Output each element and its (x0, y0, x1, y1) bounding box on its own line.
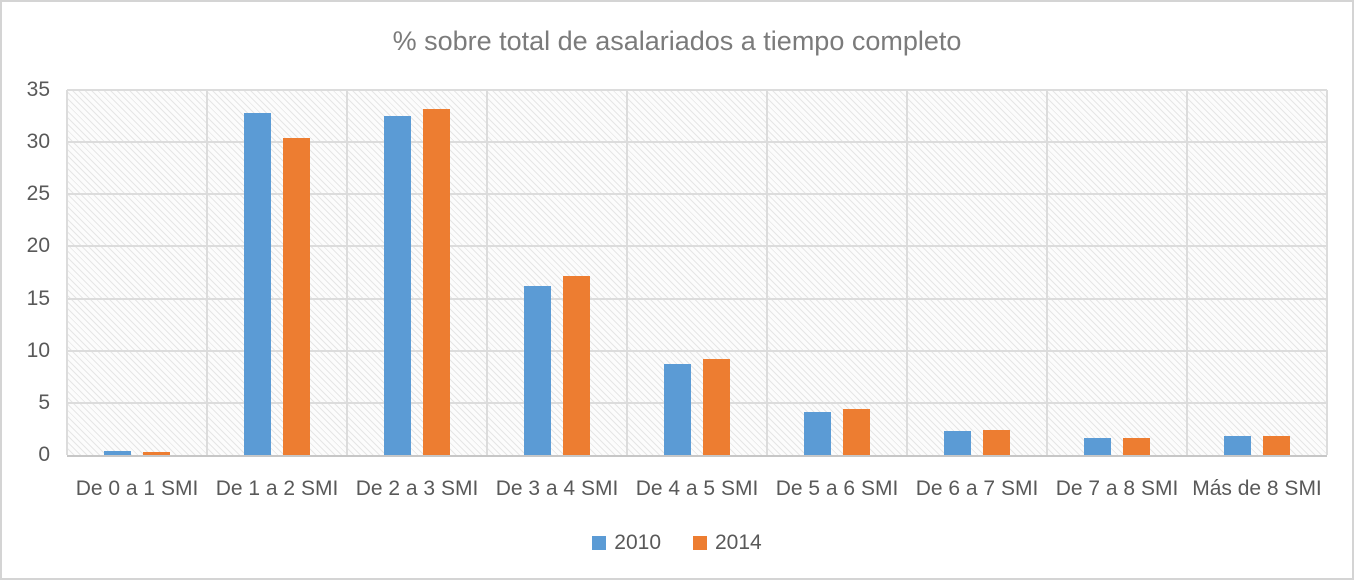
gridline-vertical (906, 90, 908, 455)
x-axis-line (67, 455, 1327, 457)
x-category-label: De 4 a 5 SMI (635, 477, 759, 500)
y-tick-label: 35 (26, 78, 50, 101)
gridline-horizontal (67, 193, 1327, 196)
bar-2014 (843, 409, 870, 455)
bar-2010 (1224, 436, 1251, 455)
bar-2010 (944, 431, 971, 455)
gridline-horizontal (67, 349, 1327, 352)
gridline-vertical (626, 90, 628, 455)
y-tick-label: 20 (26, 234, 50, 258)
x-category-label: De 2 a 3 SMI (355, 477, 479, 500)
gridline-horizontal (67, 89, 1327, 91)
plot-area (66, 89, 1328, 457)
bar-2014 (283, 137, 310, 455)
gridline-horizontal (67, 297, 1327, 300)
legend-item: 2010 (592, 531, 661, 555)
x-category-label: De 5 a 6 SMI (775, 477, 899, 500)
bar-2010 (1084, 438, 1111, 455)
y-tick-label: 25 (26, 182, 50, 206)
bar-2014 (143, 451, 170, 455)
y-tick-label: 10 (26, 338, 50, 362)
gridline-vertical (1186, 90, 1188, 455)
legend-item: 2014 (693, 531, 762, 555)
gridline-vertical (1326, 90, 1328, 455)
bar-2010 (804, 412, 831, 455)
y-tick-label: 0 (38, 443, 50, 466)
bar-2014 (1263, 436, 1290, 455)
gridline-vertical (206, 90, 208, 455)
bar-2014 (1123, 438, 1150, 455)
gridline-horizontal (67, 401, 1327, 404)
gridline-vertical (66, 90, 68, 455)
x-category-label: De 7 a 8 SMI (1055, 477, 1179, 500)
bar-2010 (384, 116, 411, 455)
bar-2014 (703, 359, 730, 455)
legend-label: 2010 (614, 531, 661, 554)
gridline-vertical (486, 90, 488, 455)
bar-2014 (423, 108, 450, 455)
legend-swatch-2014 (693, 536, 707, 550)
legend: 2010 2014 (2, 531, 1352, 555)
chart-title: % sobre total de asalariados a tiempo co… (392, 26, 962, 56)
legend-swatch-2010 (592, 536, 607, 550)
bar-2010 (244, 112, 271, 455)
gridline-horizontal (67, 245, 1327, 248)
bar-2010 (524, 286, 551, 455)
x-category-label: De 3 a 4 SMI (495, 477, 619, 500)
x-category-label: Más de 8 SMI (1192, 477, 1322, 500)
bar-2014 (983, 429, 1010, 455)
gridline-vertical (346, 90, 348, 455)
bar-2014 (563, 275, 590, 455)
x-category-label: De 0 a 1 SMI (75, 477, 199, 500)
y-tick-label: 15 (26, 286, 50, 310)
legend-label: 2014 (715, 531, 762, 554)
x-category-label: De 1 a 2 SMI (215, 477, 339, 500)
y-tick-label: 30 (26, 130, 50, 154)
bar-2010 (104, 450, 131, 455)
x-category-label: De 6 a 7 SMI (915, 477, 1039, 500)
bar-2010 (664, 364, 691, 455)
y-tick-label: 5 (38, 390, 50, 414)
gridline-horizontal (67, 141, 1327, 144)
gridline-vertical (1046, 90, 1048, 455)
gridline-vertical (766, 90, 768, 455)
